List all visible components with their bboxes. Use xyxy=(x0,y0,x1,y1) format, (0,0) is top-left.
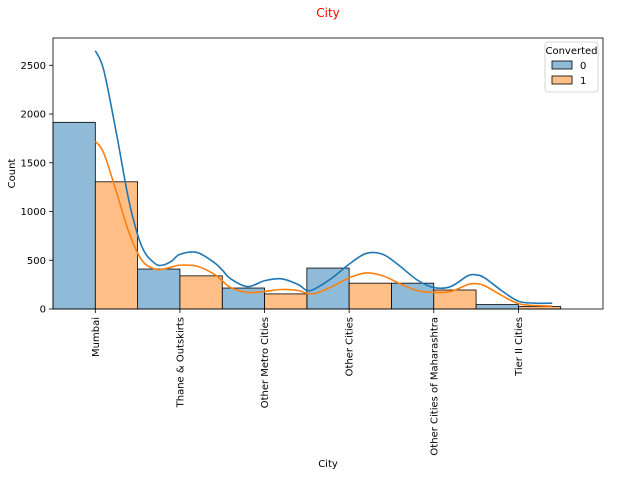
legend-swatch-0 xyxy=(551,60,573,70)
legend-title: Converted xyxy=(545,46,597,57)
plot-frame xyxy=(52,37,604,310)
y-tick-label-2500: 2500 xyxy=(21,61,46,72)
legend-label-0: 0 xyxy=(580,61,586,72)
bar-0-1 xyxy=(137,268,181,310)
legend-label-1: 1 xyxy=(580,76,586,87)
y-tick-label-500: 500 xyxy=(27,256,46,267)
bar-1-3 xyxy=(348,282,392,310)
x-tick-label-3: Other Cities xyxy=(345,317,356,376)
bar-1-0 xyxy=(94,181,139,310)
chart-title: City xyxy=(316,6,340,20)
y-tick-label-2000: 2000 xyxy=(21,110,46,121)
y-tick-label-1500: 1500 xyxy=(21,158,46,169)
y-tick-label-1000: 1000 xyxy=(21,207,46,218)
x-tick-label-2: Other Metro Cities xyxy=(260,317,271,408)
legend-swatch-1 xyxy=(551,75,573,85)
kde-line-0 xyxy=(94,50,553,305)
bar-0-5 xyxy=(475,304,519,310)
bar-0-0 xyxy=(52,121,96,310)
x-axis-label: City xyxy=(318,459,338,470)
bar-1-2 xyxy=(264,293,308,310)
x-tick-label-5: Tier II Cities xyxy=(514,317,525,377)
y-tick-label-0: 0 xyxy=(40,305,46,316)
x-tick-label-4: Other Cities of Maharashtra xyxy=(429,317,440,456)
bar-0-4 xyxy=(391,282,435,310)
x-tick-label-0: Mumbai xyxy=(91,317,102,357)
y-axis-label: Count xyxy=(7,159,18,189)
x-tick-label-1: Thane & Outskirts xyxy=(175,317,186,408)
bar-1-1 xyxy=(179,275,223,310)
kde-line-1 xyxy=(94,140,553,307)
